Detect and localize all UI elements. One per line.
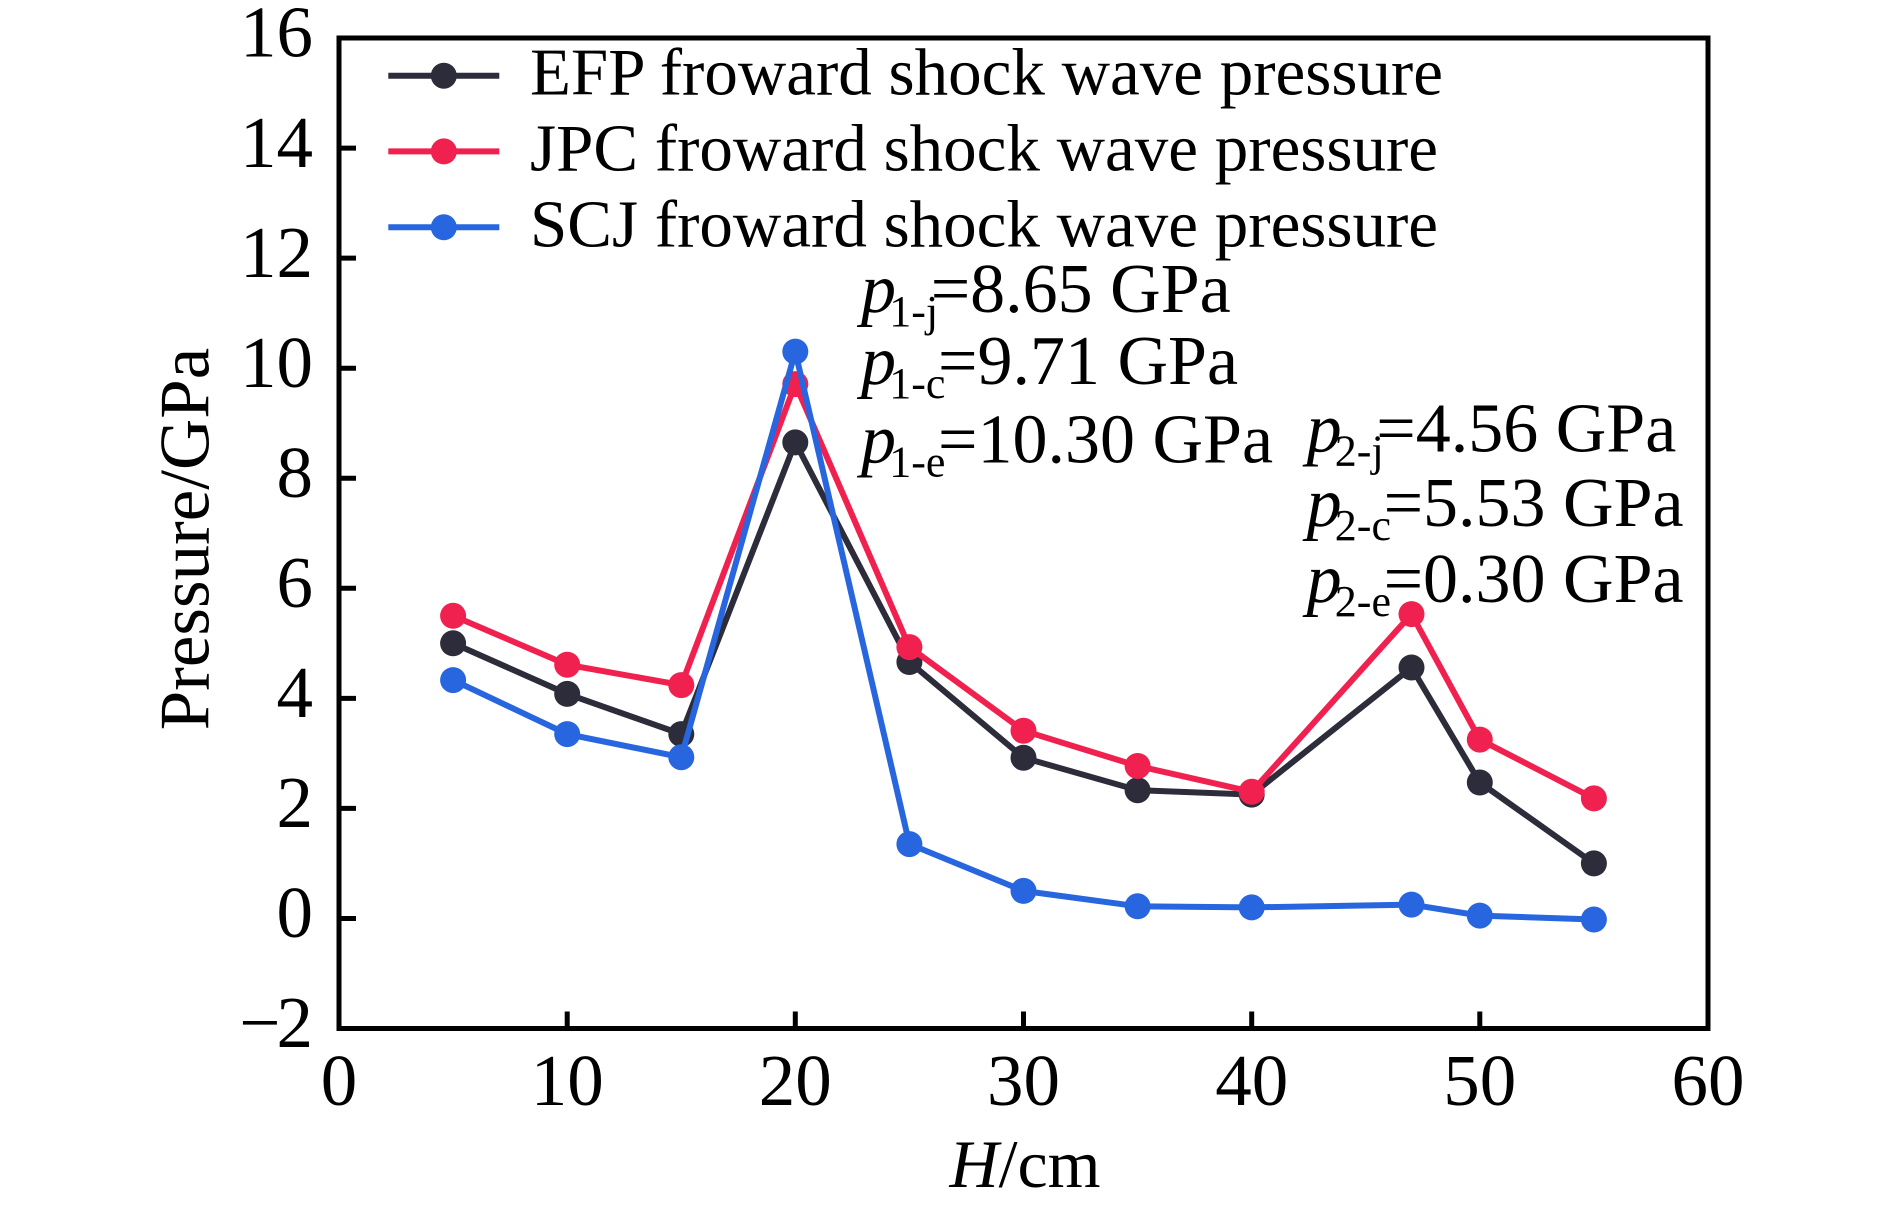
svg-text:40: 40: [1215, 1040, 1288, 1121]
svg-text:p1-j=8.65 GPa: p1-j=8.65 GPa: [856, 251, 1231, 336]
svg-text:30: 30: [987, 1040, 1060, 1121]
svg-text:14: 14: [240, 102, 313, 183]
svg-text:2: 2: [277, 762, 314, 843]
svg-text:JPC froward shock wave pressur: JPC froward shock wave pressure: [530, 111, 1438, 185]
svg-text:p2-c=5.53 GPa: p2-c=5.53 GPa: [1302, 465, 1684, 550]
svg-text:16: 16: [240, 0, 313, 73]
svg-text:EFP froward shock wave pressur: EFP froward shock wave pressure: [530, 36, 1443, 110]
svg-text:0: 0: [277, 872, 314, 953]
svg-text:p1-c=9.71 GPa: p1-c=9.71 GPa: [856, 323, 1238, 408]
svg-text:H/cm: H/cm: [949, 1126, 1101, 1202]
svg-text:12: 12: [240, 212, 313, 293]
svg-text:p2-j=4.56 GPa: p2-j=4.56 GPa: [1302, 391, 1677, 476]
svg-text:p2-e=0.30 GPa: p2-e=0.30 GPa: [1302, 541, 1684, 626]
svg-text:20: 20: [759, 1040, 832, 1121]
svg-text:−2: −2: [239, 982, 313, 1063]
svg-text:Pressure/GPa: Pressure/GPa: [147, 348, 225, 731]
svg-text:10: 10: [531, 1040, 604, 1121]
svg-text:50: 50: [1443, 1040, 1516, 1121]
svg-text:60: 60: [1672, 1040, 1745, 1121]
svg-text:SCJ froward shock wave pressur: SCJ froward shock wave pressure: [530, 188, 1438, 262]
svg-text:0: 0: [321, 1040, 358, 1121]
svg-text:10: 10: [240, 322, 313, 403]
svg-text:p1-e=10.30 GPa: p1-e=10.30 GPa: [856, 401, 1273, 486]
svg-text:8: 8: [277, 432, 314, 513]
svg-text:4: 4: [277, 652, 314, 733]
svg-text:6: 6: [277, 542, 314, 623]
